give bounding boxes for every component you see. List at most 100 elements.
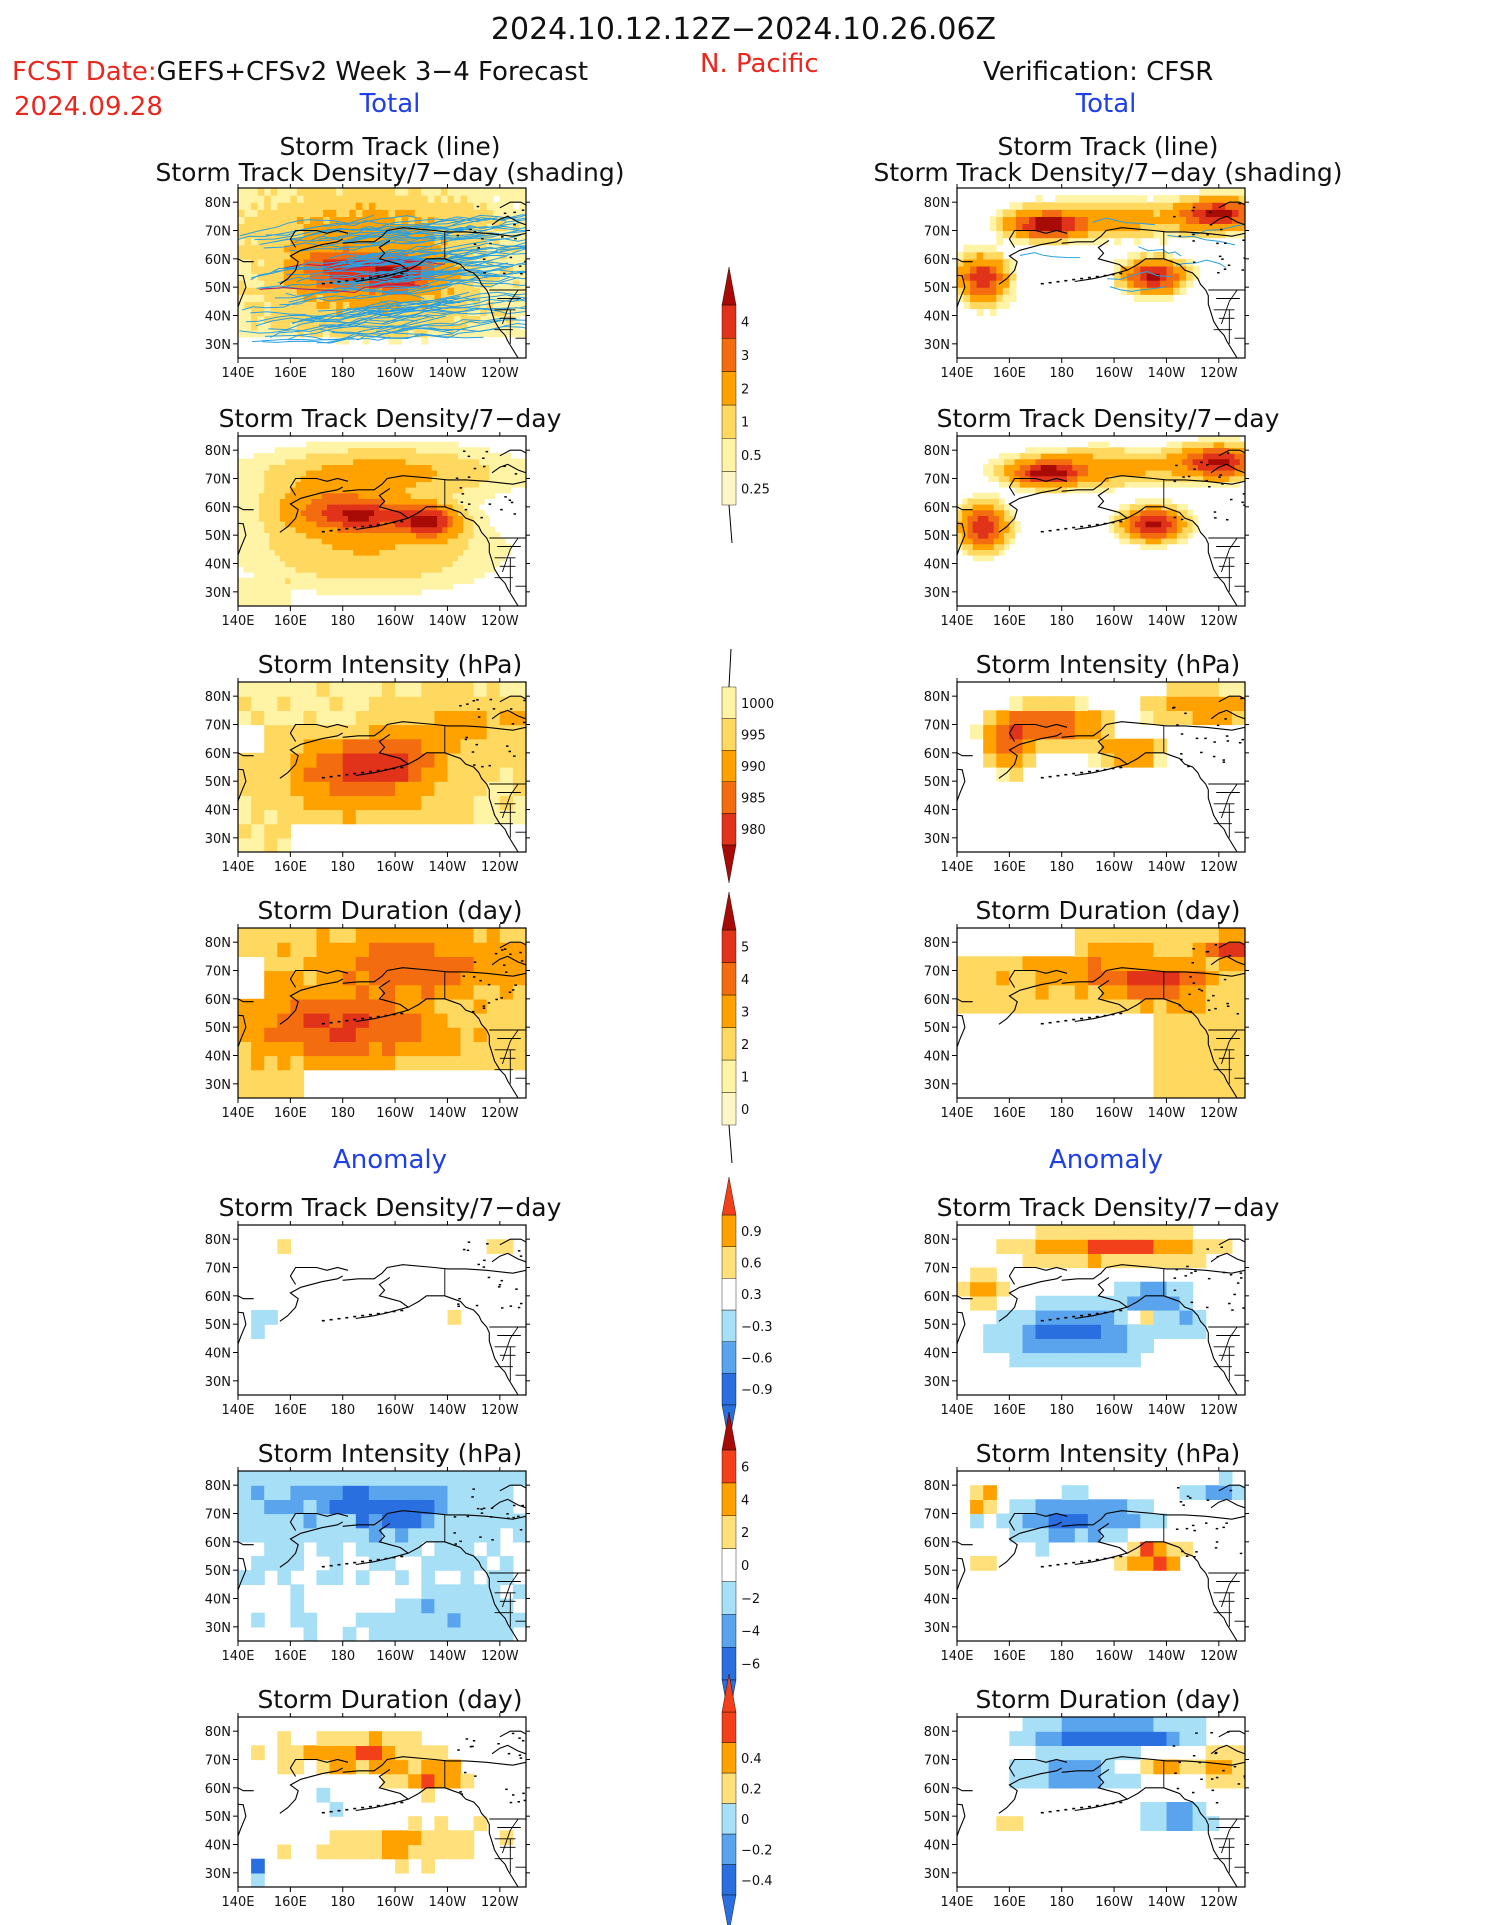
coastline	[491, 463, 526, 474]
field-cell	[478, 560, 485, 567]
field-cell	[342, 526, 349, 533]
field-cell	[460, 1055, 475, 1071]
field-cell	[989, 244, 997, 253]
field-cell	[316, 515, 323, 522]
field-cell	[353, 504, 359, 511]
field-cell	[264, 481, 270, 488]
field-cell	[264, 795, 278, 811]
field-cell	[410, 560, 417, 567]
field-cell	[395, 532, 401, 539]
field-cell	[452, 492, 459, 499]
island	[501, 1307, 504, 1309]
field-cell	[410, 538, 417, 545]
field-cell	[257, 209, 265, 217]
field-cell	[463, 453, 469, 460]
field-cell	[499, 809, 514, 825]
field-cell	[251, 1083, 265, 1098]
field-cell	[310, 315, 318, 324]
field-cell	[405, 543, 412, 550]
field-cell	[1087, 710, 1102, 726]
field-cell	[996, 1338, 1010, 1354]
field-cell	[983, 1281, 997, 1297]
field-cell	[983, 752, 997, 768]
field-cell	[295, 532, 302, 539]
field-cell	[1072, 464, 1078, 471]
field-cell	[251, 301, 259, 309]
island	[492, 708, 496, 710]
field-cell	[270, 287, 278, 295]
x-tick-label: 120W	[1200, 1106, 1238, 1121]
field-cell	[401, 294, 409, 302]
island	[1176, 724, 1179, 726]
field-cell	[970, 265, 978, 274]
field-cell	[243, 594, 249, 601]
field-cell	[316, 498, 323, 505]
field-cell	[1140, 942, 1154, 957]
field-cell	[1124, 521, 1131, 528]
field-cell	[264, 543, 270, 550]
field-cell	[442, 470, 448, 477]
map-frame	[956, 187, 1246, 359]
field-cell	[363, 566, 370, 573]
field-cell	[1199, 216, 1207, 224]
field-cell	[290, 315, 298, 324]
field-cell	[243, 560, 249, 567]
field-cell	[1114, 526, 1120, 533]
field-cell	[962, 498, 968, 505]
field-cell	[1124, 532, 1131, 539]
field-cell	[1114, 1338, 1128, 1354]
field-cell	[512, 223, 520, 232]
island	[1243, 257, 1245, 259]
field-cell	[519, 209, 526, 217]
field-cell	[384, 464, 391, 471]
field-cell	[306, 566, 312, 573]
field-cell	[1140, 521, 1147, 528]
field-cell	[442, 543, 448, 550]
field-cell	[274, 458, 281, 465]
field-cell	[401, 209, 409, 217]
field-cell	[1176, 538, 1183, 545]
field-cell	[251, 998, 265, 1014]
island	[337, 528, 341, 531]
field-cell	[447, 1310, 462, 1325]
field-cell	[310, 308, 318, 317]
field-cell	[274, 600, 281, 606]
field-cell	[395, 1041, 409, 1057]
field-cell	[1127, 984, 1141, 1000]
field-cell	[374, 487, 380, 494]
field-cell	[1176, 441, 1183, 448]
field-cell	[355, 202, 363, 210]
field-cell	[1087, 475, 1094, 482]
field-cell	[316, 1055, 331, 1071]
field-cell	[1153, 752, 1168, 768]
field-cell	[489, 481, 496, 488]
field-cell	[405, 447, 412, 454]
field-cell	[1061, 1324, 1076, 1339]
field-cell	[290, 458, 297, 465]
field-cell	[395, 441, 401, 448]
field-cell	[1087, 1239, 1102, 1254]
field-cell	[395, 294, 403, 302]
coastline	[491, 1252, 526, 1263]
field-cell	[1171, 515, 1178, 522]
field-cell	[1101, 1338, 1115, 1354]
field-cell	[434, 998, 449, 1014]
field-cell	[1231, 1013, 1245, 1028]
field-cell	[395, 315, 403, 324]
field-cell	[1077, 475, 1084, 482]
field-cell	[1087, 1338, 1102, 1354]
field-cell	[342, 532, 349, 539]
field-cell	[993, 504, 1000, 511]
field-cell	[368, 738, 383, 754]
field-cell	[460, 223, 468, 232]
island	[456, 234, 460, 237]
field-cell	[1225, 209, 1233, 217]
field-cell	[1072, 470, 1078, 477]
field-cell	[431, 566, 438, 573]
field-cell	[277, 928, 291, 943]
field-cell	[447, 1013, 462, 1028]
field-cell	[382, 682, 396, 697]
field-cell	[1231, 984, 1245, 1000]
field-cell	[486, 202, 494, 210]
field-cell	[1030, 487, 1037, 494]
